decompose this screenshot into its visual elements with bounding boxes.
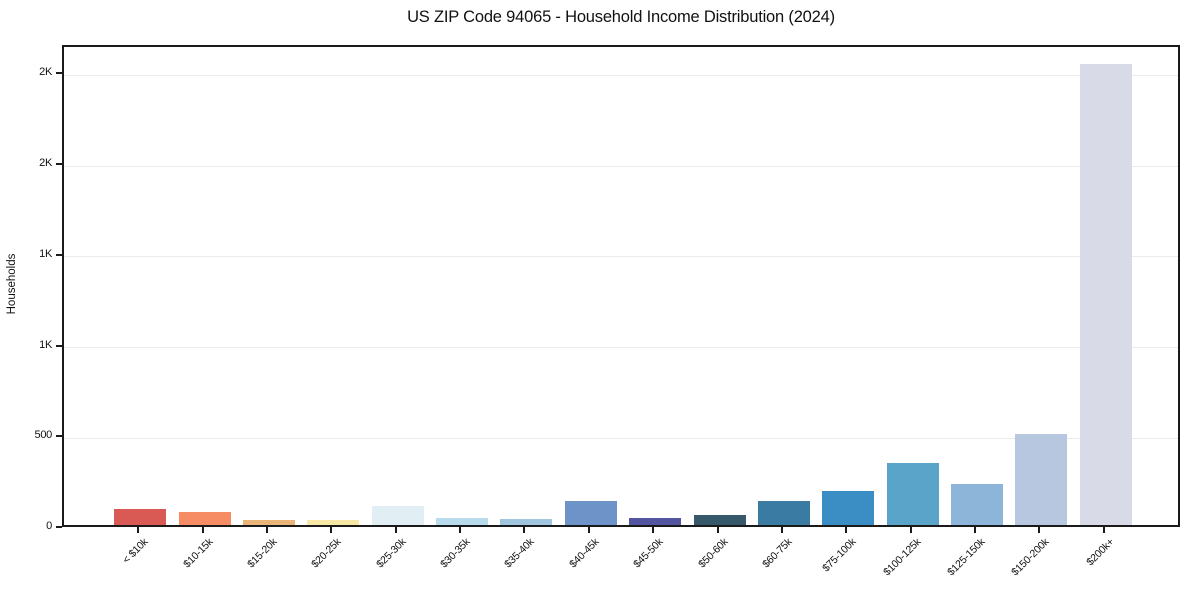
bar-15-20k <box>242 520 295 525</box>
gridline <box>64 165 1178 167</box>
bar-35-40k <box>500 519 553 525</box>
bar-30-35k <box>436 518 489 525</box>
x-tick-mark <box>587 527 590 533</box>
y-tick-label: 500 <box>34 429 53 442</box>
chart-title: US ZIP Code 94065 - Household Income Dis… <box>407 8 835 26</box>
x-tick-mark <box>523 527 526 533</box>
y-tick-label: 0 <box>46 520 52 532</box>
x-tick-mark <box>394 527 397 533</box>
x-tick-mark <box>201 527 204 533</box>
bar-100-125k <box>886 463 939 525</box>
y-tick-mark <box>56 163 62 166</box>
bar-40-45k <box>564 501 617 525</box>
y-tick-label: 2K <box>39 157 52 170</box>
plot-area <box>62 45 1180 527</box>
bar-50-60k <box>693 515 746 525</box>
bar-75-100k <box>822 491 875 525</box>
bar-200k <box>1079 64 1132 525</box>
x-tick-mark <box>652 527 655 533</box>
x-tick-mark <box>137 527 140 533</box>
y-tick-mark <box>56 253 62 256</box>
bar-150-200k <box>1015 434 1068 525</box>
x-tick-mark <box>974 527 977 533</box>
x-tick-mark <box>780 527 783 533</box>
x-tick-mark <box>716 527 719 533</box>
x-tick-mark <box>1038 527 1041 533</box>
bar-125-150k <box>951 484 1004 525</box>
y-tick-mark <box>56 72 62 75</box>
gridline <box>64 347 1178 349</box>
y-tick-label: 1K <box>39 338 52 351</box>
bar-10k <box>114 509 167 525</box>
x-tick-mark <box>1102 527 1105 533</box>
gridline <box>64 437 1178 439</box>
bar-20-25k <box>307 520 360 525</box>
x-tick-mark <box>845 527 848 533</box>
x-tick-mark <box>265 527 268 533</box>
x-tick-mark <box>459 527 462 533</box>
bar-25-30k <box>371 505 424 525</box>
bar-10-15k <box>178 511 231 525</box>
y-tick-mark <box>56 526 62 528</box>
x-tick-mark <box>330 527 333 533</box>
y-axis-title: Households <box>6 253 18 315</box>
gridline <box>64 74 1178 76</box>
y-tick-label: 2K <box>39 66 52 79</box>
y-tick-mark <box>56 435 62 438</box>
bar-60-75k <box>757 501 810 525</box>
gridline <box>64 256 1178 258</box>
x-tick-label: < $10k <box>120 536 151 567</box>
x-tick-mark <box>909 527 912 533</box>
y-tick-mark <box>56 344 62 347</box>
bar-45-50k <box>629 518 682 525</box>
y-tick-label: 1K <box>39 247 52 260</box>
